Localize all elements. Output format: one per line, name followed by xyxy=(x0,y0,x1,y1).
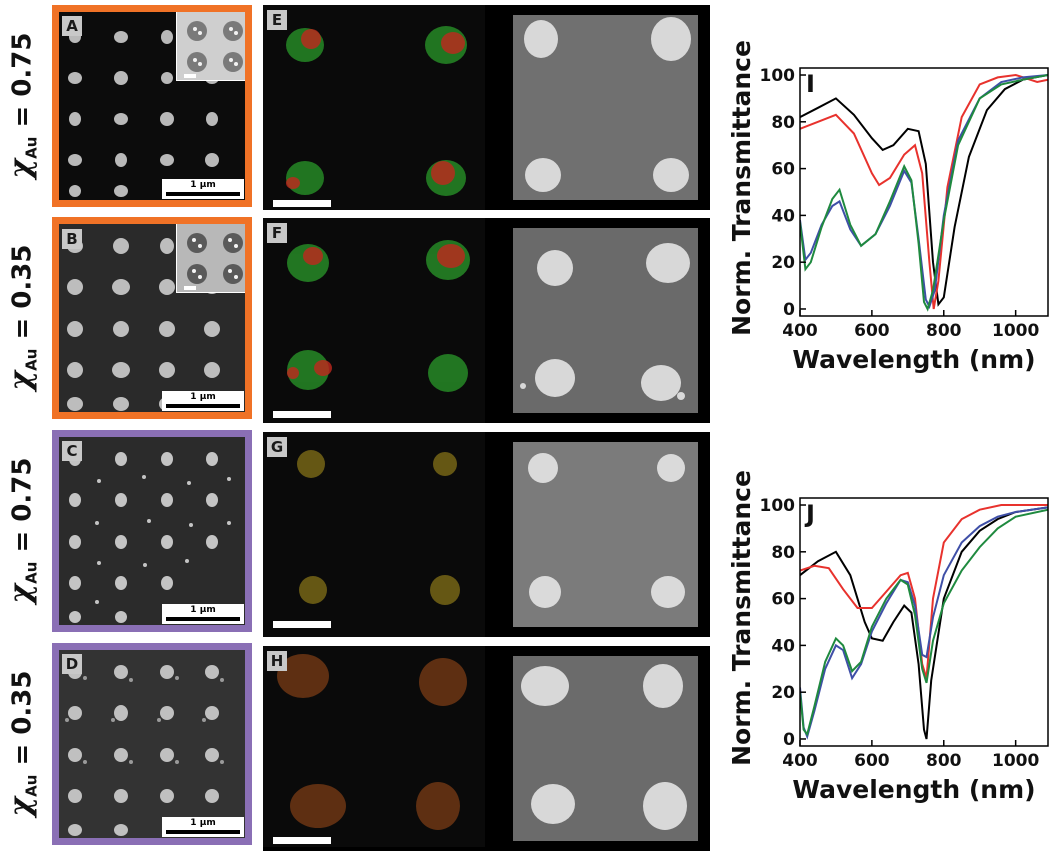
transmittance-chart-i: 0 20 40 60 80 100 400 600 800 1000 Wavelength (nm)… xyxy=(720,40,1049,390)
x-tick-label: 1000 xyxy=(992,321,1039,341)
x-tick-label: 800 xyxy=(926,751,962,771)
chart-panel-letter: I xyxy=(806,70,815,98)
scale-bar xyxy=(273,411,331,418)
eds-sem-panel-f xyxy=(263,218,710,423)
scale-bar: 1 µm xyxy=(162,179,244,199)
panel-label-h: H xyxy=(267,651,287,671)
sem-panel-a: 1 µm xyxy=(52,5,252,207)
scale-bar xyxy=(273,837,331,844)
eds-map xyxy=(263,646,485,847)
scale-bar-label: 1 µm xyxy=(190,818,216,828)
y-tick-label: 80 xyxy=(771,543,795,563)
y-tick-label: 40 xyxy=(771,636,795,656)
y-tick-label: 80 xyxy=(771,113,795,133)
x-tick-label: 400 xyxy=(782,751,818,771)
scale-bar-label: 1 µm xyxy=(190,180,216,190)
eds-sem-panel-g xyxy=(263,432,710,637)
scale-bar-label: 1 µm xyxy=(190,605,216,615)
eds-map xyxy=(263,432,485,637)
sem-zoom xyxy=(513,15,698,200)
sem-zoom xyxy=(513,442,698,627)
panel-label-c: C xyxy=(62,441,82,461)
sem-inset-b xyxy=(176,224,245,293)
y-tick-label: 60 xyxy=(771,160,795,180)
row-label-a: χAu = 0.75 xyxy=(3,32,41,180)
series-line-green xyxy=(800,74,1048,312)
series-line-black xyxy=(800,506,1048,740)
eds-sem-panel-h xyxy=(263,646,710,851)
eds-map xyxy=(263,218,485,423)
y-tick-label: 60 xyxy=(771,590,795,610)
panel-label-d: D xyxy=(62,654,82,674)
y-tick-label: 0 xyxy=(783,730,795,750)
plot-frame xyxy=(799,67,1049,317)
series-line-black xyxy=(800,74,1048,307)
y-axis-label: Norm. Transmittance xyxy=(727,470,756,766)
panel-label-a: A xyxy=(62,16,82,36)
row-label-b: χAu = 0.35 xyxy=(3,244,41,392)
panel-label-g: G xyxy=(267,437,287,457)
eds-map xyxy=(263,5,485,210)
y-tick-label: 100 xyxy=(760,66,796,86)
scale-bar: 1 µm xyxy=(162,604,244,624)
y-tick-label: 100 xyxy=(760,496,796,516)
y-tick-label: 40 xyxy=(771,206,795,226)
series-line-blue xyxy=(800,506,1048,740)
x-tick-label: 600 xyxy=(854,321,890,341)
plot-frame xyxy=(799,497,1049,747)
scale-bar: 1 µm xyxy=(162,817,244,837)
x-axis-label: Wavelength (nm) xyxy=(792,775,1035,804)
x-tick-label: 800 xyxy=(926,321,962,341)
y-tick-label: 0 xyxy=(783,300,795,320)
sem-panel-c: 1 µm xyxy=(52,430,252,632)
series-line-green xyxy=(800,508,1048,737)
panel-label-f: F xyxy=(267,223,287,243)
sem-inset-a xyxy=(176,12,245,81)
x-tick-label: 600 xyxy=(854,751,890,771)
scale-bar xyxy=(273,621,331,628)
row-label-c: χAu = 0.75 xyxy=(3,457,41,605)
x-tick-label: 1000 xyxy=(992,751,1039,771)
sem-particle-array xyxy=(59,437,245,625)
series-line-red xyxy=(800,73,1048,310)
series-line-red xyxy=(800,504,1048,679)
transmittance-chart-j: 0 20 40 60 80 100 400 600 800 1000 Wavelength (nm)… xyxy=(720,470,1049,820)
x-axis-label: Wavelength (nm) xyxy=(792,345,1035,374)
scale-bar xyxy=(273,200,331,207)
scale-bar-label: 1 µm xyxy=(190,392,216,402)
sem-panel-b: 1 µm xyxy=(52,217,252,419)
chart-panel-letter: J xyxy=(804,500,815,528)
x-tick-label: 400 xyxy=(782,321,818,341)
scale-bar: 1 µm xyxy=(162,391,244,411)
eds-sem-panel-e xyxy=(263,5,710,210)
row-label-d: χAu = 0.35 xyxy=(3,670,41,818)
sem-panel-d: 1 µm xyxy=(52,643,252,845)
y-tick-label: 20 xyxy=(771,683,795,703)
panel-label-e: E xyxy=(267,10,287,30)
sem-particle-array xyxy=(59,650,245,838)
panel-label-b: B xyxy=(62,229,82,249)
sem-zoom xyxy=(513,656,698,841)
sem-zoom xyxy=(513,228,698,413)
y-axis-label: Norm. Transmittance xyxy=(727,40,756,336)
y-tick-label: 20 xyxy=(771,253,795,273)
